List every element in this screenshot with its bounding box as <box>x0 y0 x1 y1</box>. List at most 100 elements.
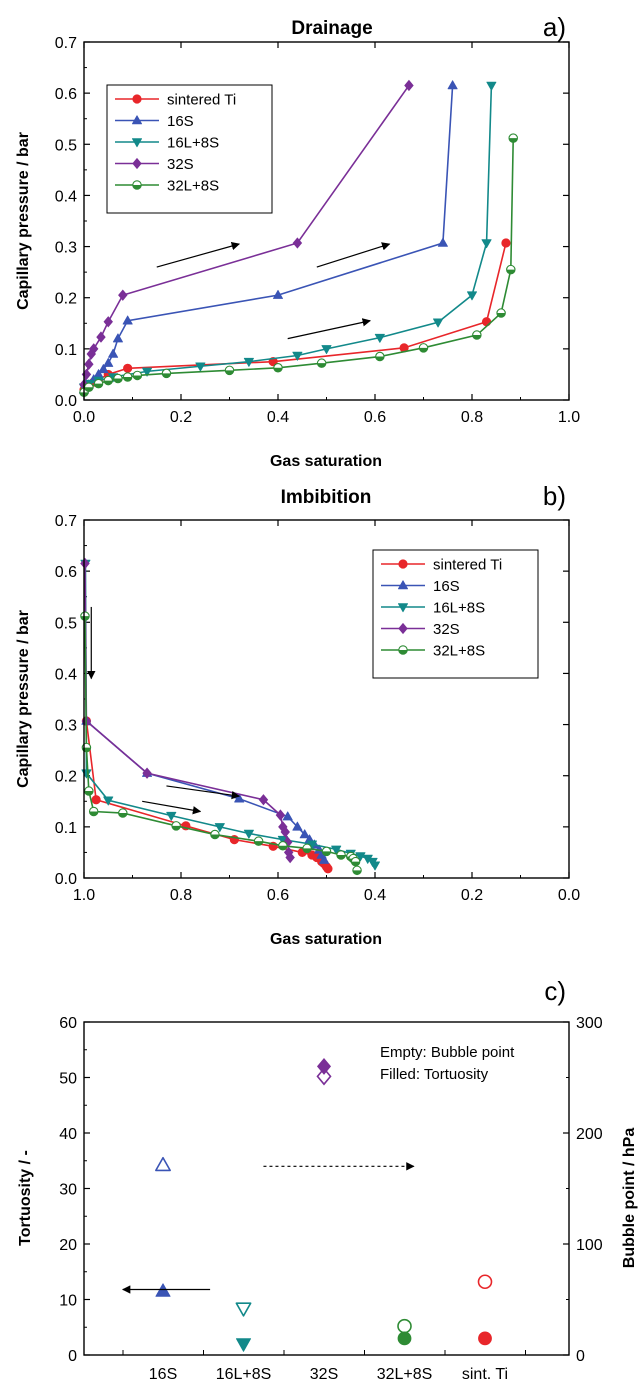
data-point-s32 <box>88 343 99 355</box>
legend-marker-s32l8s <box>398 645 408 655</box>
x-tick-label: 0.0 <box>558 887 580 904</box>
data-point-s32 <box>275 809 286 821</box>
x-tick-label: 1.0 <box>73 887 95 904</box>
data-point-s32l8s <box>418 343 429 353</box>
data-point-s32l8s <box>210 829 220 840</box>
imbibition-legend: sintered Ti 16S 16L+8S 32S 32L+8S <box>372 549 539 679</box>
data-point-s32l8s <box>122 372 133 382</box>
data-point-s16 <box>98 364 109 374</box>
legend-marker-s16 <box>397 580 409 590</box>
data-point-s32 <box>258 794 269 806</box>
category-label: 32S <box>310 1366 338 1383</box>
data-point-s16l8s <box>433 318 444 328</box>
data-point-s32l8s <box>113 373 123 384</box>
legend-marker-sintered_ti <box>132 94 142 104</box>
x-tick-label: 0.8 <box>461 409 483 426</box>
category-label: 32L+8S <box>377 1366 433 1383</box>
data-point-s32l8s <box>161 368 172 379</box>
drainage-frame <box>83 41 570 401</box>
data-point-s16 <box>292 821 303 831</box>
series-s32l8s <box>80 611 362 876</box>
data-point-s16 <box>122 315 133 325</box>
y-tick-label: 0.5 <box>55 137 77 154</box>
bubble-point-marker <box>235 1302 252 1317</box>
imbibition-panel: Imbibition b) Gas saturation Capillary p… <box>15 481 580 948</box>
data-point-s32l8s <box>506 264 516 275</box>
legend-item-s32: 32S <box>381 621 460 638</box>
data-point-s32 <box>285 851 295 864</box>
data-point-s16l8s <box>195 362 206 372</box>
legend-marker-sintered_ti <box>398 559 408 569</box>
drainage-y-axis-label: Capillary pressure / bar <box>15 132 32 310</box>
tortuosity-panel: c) Tortuosity / - Bubble point / hPa Emp… <box>17 976 638 1383</box>
data-point-s16 <box>103 357 114 367</box>
data-point-s32l8s <box>508 133 518 143</box>
data-point-s16l8s <box>166 811 177 821</box>
data-point-s16l8s <box>214 823 225 833</box>
y-tick-label: 0.0 <box>55 871 77 888</box>
data-point-s32l8s <box>93 378 104 389</box>
legend-label: 16L+8S <box>167 135 219 152</box>
legend-box <box>372 549 539 679</box>
data-point-sintered_ti <box>501 238 511 248</box>
drainage-legend: sintered Ti 16S 16L+8S 32S 32L+8S <box>106 84 273 214</box>
y-tick-label: 10 <box>59 1293 77 1310</box>
legend-marker-s16l8s <box>131 138 143 148</box>
category-label: 16L+8S <box>216 1366 272 1383</box>
x-tick-label: 0.8 <box>170 887 192 904</box>
data-point-s16 <box>282 811 293 821</box>
y-tick-label: 0 <box>68 1348 77 1365</box>
data-point-s32l8s <box>321 846 332 857</box>
y-tick-label: 0.6 <box>55 86 77 103</box>
bubble-point-marker <box>477 1274 493 1290</box>
y-tick-label: 60 <box>59 1015 77 1032</box>
series-line-s32 <box>83 85 410 385</box>
direction-arrow <box>142 800 202 815</box>
data-point-s16l8s <box>374 333 385 343</box>
bubble-point-y-axis-label: Bubble point / hPa <box>621 1128 638 1269</box>
data-point-s16l8s <box>331 845 342 855</box>
data-point-sintered_ti <box>91 795 101 805</box>
series-s16l8s <box>80 559 381 871</box>
y-tick-label: 30 <box>59 1182 77 1199</box>
x-tick-label: 0.0 <box>73 409 95 426</box>
y-tick-label: 0.2 <box>55 769 77 786</box>
data-point-s16 <box>108 348 119 358</box>
imbibition-title: Imbibition <box>281 487 372 508</box>
data-point-s32 <box>80 557 90 570</box>
data-point-sintered_ti <box>481 317 492 327</box>
category-label: sint. Ti <box>462 1366 508 1383</box>
y-tick-label: 0.4 <box>55 666 77 683</box>
legend-item-s32l8s: 32L+8S <box>115 178 219 195</box>
y-tick-label: 0.0 <box>55 393 77 410</box>
x-tick-label: 0.2 <box>170 409 192 426</box>
category-label: 16S <box>149 1366 177 1383</box>
data-point-s16 <box>299 829 310 839</box>
legend-item-s32: 32S <box>115 156 194 173</box>
data-point-s16 <box>319 854 330 864</box>
data-point-s16l8s <box>292 351 303 361</box>
imbibition-frame <box>83 519 570 879</box>
data-point-s32l8s <box>336 850 346 860</box>
legend-label: 32L+8S <box>167 178 219 195</box>
series-s32l8s <box>79 133 518 398</box>
data-point-s32l8s <box>84 382 94 392</box>
x-tick-label: 0.6 <box>364 409 386 426</box>
legend-label: 32S <box>433 621 460 638</box>
data-point-s16l8s <box>369 861 381 871</box>
series-line-s32l8s <box>84 616 358 871</box>
series-s32 <box>80 557 295 864</box>
imbibition-ticks: 1.0 0.8 0.6 0.4 0.2 0.0 0.0 0.1 0.2 0.3 0.4 0.5 0.6 0… <box>55 513 580 904</box>
tortuosity-marker <box>397 1331 412 1346</box>
tortuosity-plot-area <box>121 1057 493 1352</box>
direction-arrow <box>156 242 241 268</box>
drainage-x-axis-label: Gas saturation <box>270 453 382 470</box>
data-point-s32l8s <box>316 358 327 368</box>
y-tick-label: 0.6 <box>55 564 77 581</box>
legend-label: 16S <box>167 113 194 130</box>
y-tick-label: 0.2 <box>55 291 77 308</box>
y-tick-label: 0.7 <box>55 35 77 52</box>
data-point-s32l8s <box>278 841 288 851</box>
data-point-s32 <box>103 316 113 328</box>
data-point-s32l8s <box>302 843 312 854</box>
